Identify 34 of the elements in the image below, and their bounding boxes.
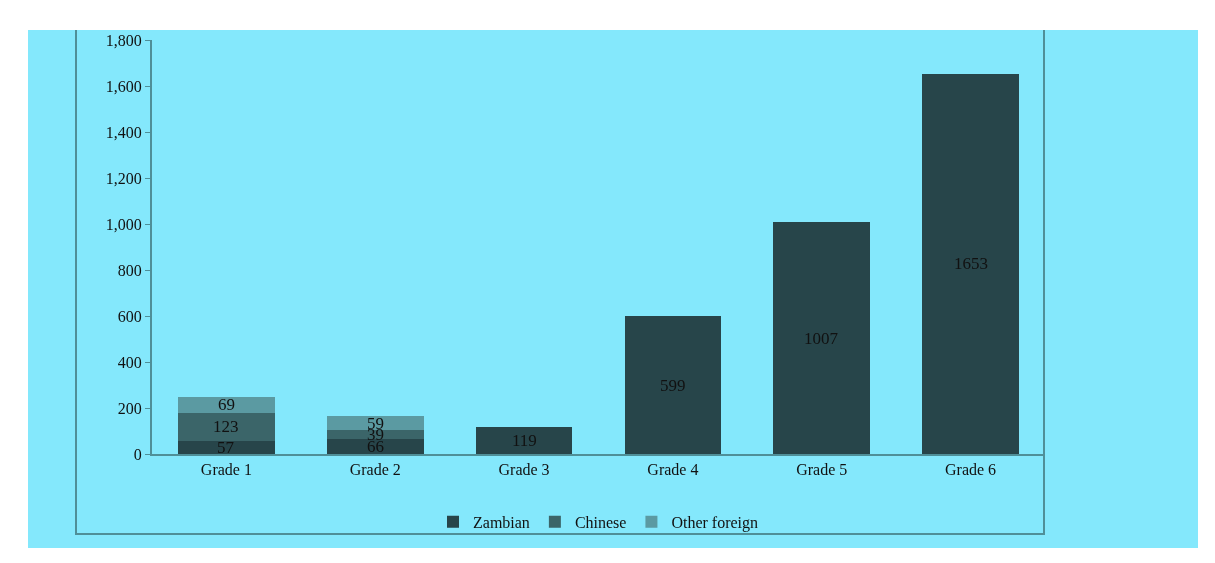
data-label: 599 — [660, 376, 686, 395]
data-label: 1007 — [804, 329, 839, 348]
x-tick-label: Grade 5 — [796, 461, 848, 479]
y-tick-label: 800 — [117, 261, 142, 279]
bar — [178, 396, 275, 413]
data-label: 1653 — [954, 254, 988, 273]
legend-label: Other foreign — [671, 513, 759, 532]
y-tick-label: 1,400 — [105, 123, 142, 141]
bar — [624, 316, 722, 454]
y-tick-label: 600 — [117, 307, 142, 325]
y-tick-label: 1,000 — [105, 215, 142, 233]
data-label: 123 — [213, 417, 239, 436]
x-tick-label: Grade 6 — [945, 461, 997, 479]
y-tick-label: 1,200 — [105, 169, 142, 187]
data-label: 69 — [218, 395, 235, 414]
y-tick-label: 1,800 — [105, 31, 142, 49]
bar — [922, 73, 1019, 454]
x-tick-label: Grade 1 — [200, 461, 252, 479]
legend-label: Chinese — [574, 513, 627, 531]
bar — [326, 416, 424, 430]
bar — [178, 440, 275, 454]
data-label: 119 — [512, 431, 537, 450]
x-tick-label: Grade 3 — [498, 461, 550, 479]
bar — [773, 222, 871, 454]
y-tick-label: 400 — [117, 353, 142, 371]
x-tick-label: Grade 2 — [349, 461, 401, 479]
bar — [475, 426, 573, 454]
y-tick-label: 1,600 — [105, 77, 142, 95]
y-tick-label: 200 — [117, 399, 142, 417]
legend-label: Zambian — [473, 513, 530, 531]
y-tick-label: 0 — [133, 445, 142, 463]
bar — [178, 412, 275, 441]
data-label: 57 — [217, 438, 235, 457]
x-tick-label: Grade 4 — [647, 461, 699, 479]
